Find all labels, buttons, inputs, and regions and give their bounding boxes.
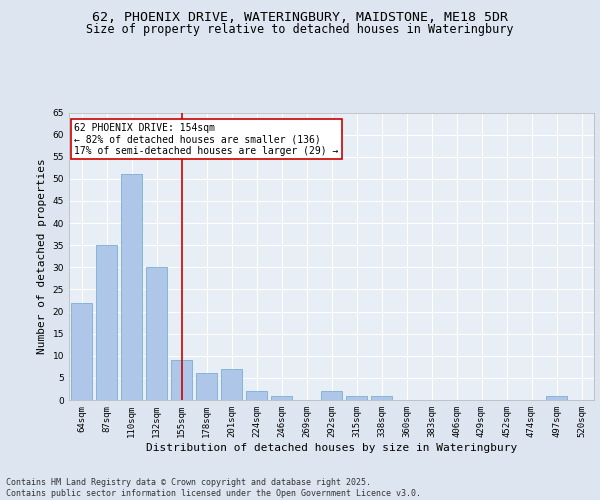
Y-axis label: Number of detached properties: Number of detached properties <box>37 158 47 354</box>
Bar <box>371 396 392 400</box>
Bar <box>146 268 167 400</box>
Bar <box>71 302 92 400</box>
Bar <box>171 360 192 400</box>
Bar <box>96 245 117 400</box>
Bar <box>246 391 267 400</box>
Text: 62 PHOENIX DRIVE: 154sqm
← 82% of detached houses are smaller (136)
17% of semi-: 62 PHOENIX DRIVE: 154sqm ← 82% of detach… <box>74 122 338 156</box>
Bar <box>121 174 142 400</box>
Text: 62, PHOENIX DRIVE, WATERINGBURY, MAIDSTONE, ME18 5DR: 62, PHOENIX DRIVE, WATERINGBURY, MAIDSTO… <box>92 11 508 24</box>
Bar <box>271 396 292 400</box>
Text: Size of property relative to detached houses in Wateringbury: Size of property relative to detached ho… <box>86 22 514 36</box>
Bar <box>321 391 342 400</box>
Bar <box>196 374 217 400</box>
Bar <box>221 369 242 400</box>
Bar <box>346 396 367 400</box>
X-axis label: Distribution of detached houses by size in Wateringbury: Distribution of detached houses by size … <box>146 442 517 452</box>
Bar <box>546 396 567 400</box>
Text: Contains HM Land Registry data © Crown copyright and database right 2025.
Contai: Contains HM Land Registry data © Crown c… <box>6 478 421 498</box>
